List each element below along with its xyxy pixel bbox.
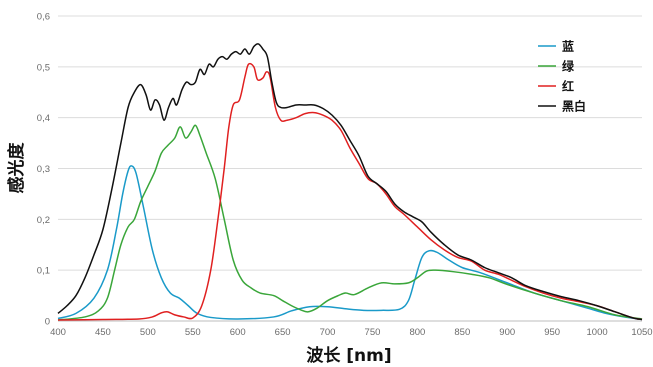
y-tick-label: 0: [45, 317, 50, 328]
x-tick-label: 550: [185, 327, 201, 338]
x-tick-labels: 400 450 500 550 600 650 700 750 800 850 900 950 1000…: [50, 327, 653, 338]
series-line-0: [57, 165, 643, 321]
series-lines: [57, 43, 643, 321]
x-tick-label: 650: [275, 327, 291, 338]
x-tick-label: 600: [230, 327, 246, 338]
legend-label: 红: [562, 79, 574, 94]
y-tick-label: 0,6: [37, 12, 50, 23]
x-tick-label: 850: [454, 327, 470, 338]
x-tick-label: 800: [409, 327, 425, 338]
x-axis-title: 波长 [nm]: [306, 345, 391, 366]
x-tick-label: 750: [365, 327, 381, 338]
x-tick-label: 450: [95, 327, 111, 338]
series-line-2: [57, 62, 643, 321]
y-tick-label: 0,2: [37, 215, 50, 226]
x-tick-label: 1000: [587, 327, 608, 338]
x-tick-label: 1050: [631, 327, 652, 338]
x-tick-label: 400: [50, 327, 66, 338]
y-tick-label: 0,1: [37, 266, 50, 277]
legend-label: 黑白: [562, 99, 586, 114]
x-tick-label: 900: [499, 327, 515, 338]
x-tick-label: 950: [544, 327, 560, 338]
y-axis-title: 感光度: [6, 142, 27, 194]
gridlines: [58, 15, 642, 322]
series-line-3: [57, 43, 643, 321]
x-tick-label: 700: [320, 327, 336, 338]
y-tick-label: 0,5: [37, 62, 50, 73]
legend-label: 绿: [562, 59, 575, 74]
y-tick-labels: 0 0,1 0,2 0,3 0,4 0,5 0,6: [37, 12, 50, 328]
series-line-1: [57, 124, 643, 321]
legend-label: 蓝: [562, 39, 574, 54]
x-tick-label: 500: [140, 327, 156, 338]
y-tick-label: 0,3: [37, 164, 50, 175]
y-tick-label: 0,4: [37, 113, 50, 124]
